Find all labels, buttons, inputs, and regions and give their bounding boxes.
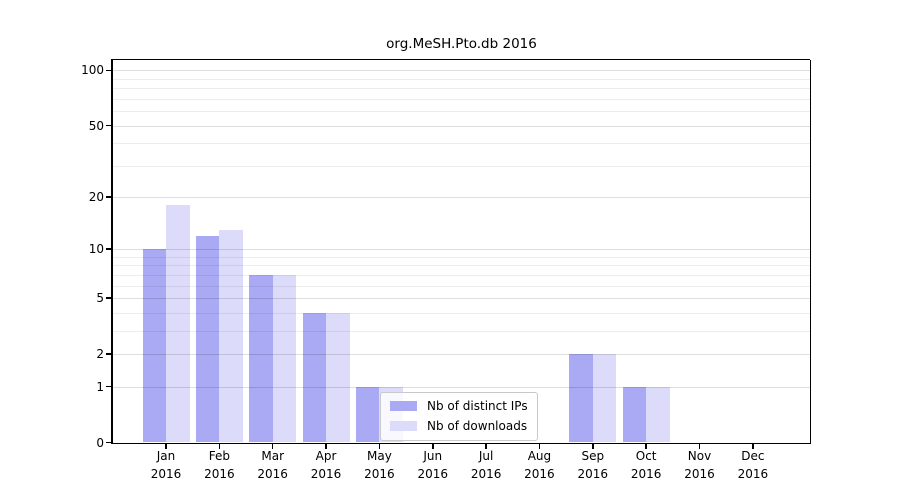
x-tick-label: Feb 2016 [204,449,235,481]
bar-nb-of-downloads-apr [326,312,350,443]
bar-nb-of-distinct-ips-apr [302,312,327,443]
legend-swatch-distinct-ips [390,401,417,411]
gridline-minor [113,312,810,314]
bar-nb-of-downloads-feb [219,229,243,443]
x-tick-label: Jun 2016 [417,449,449,481]
y-tick-label: 0 [96,435,104,450]
x-tick-label: Jul 2016 [470,449,502,481]
legend-item-downloads: Nb of downloads [390,419,528,434]
x-tick-mark [592,444,594,450]
x-tick-mark [325,444,327,450]
y-tick-label: 2 [96,346,104,361]
right-spine [809,59,811,444]
bar-nb-of-distinct-ips-may [355,386,380,443]
gridline-major [113,125,810,127]
y-tick-mark [105,441,112,444]
gridline-minor [113,256,810,258]
x-tick-mark [271,444,274,450]
y-axis-spine [111,59,114,444]
chart-title: org.MeSH.Pto.db 2016 [386,36,537,52]
x-tick-label: May 2016 [364,449,395,481]
legend-swatch-downloads [390,421,417,431]
top-spine [111,59,811,61]
gridline-minor [113,88,810,90]
bar-nb-of-downloads-jan [166,205,190,443]
x-tick-label: Oct 2016 [630,449,662,481]
x-tick-label: Mar 2016 [257,449,288,481]
x-tick-mark [378,444,381,450]
gridline-major [113,249,810,251]
y-tick-mark [105,297,112,299]
legend-label-downloads: Nb of downloads [427,419,528,433]
bar-nb-of-distinct-ips-jan [142,249,166,443]
x-axis-spine [111,442,811,445]
y-tick-label: 5 [96,291,104,306]
y-tick-label: 1 [96,379,104,394]
x-tick-label: Dec 2016 [737,449,769,481]
bar-nb-of-downloads-sep [592,353,617,443]
x-tick-mark [538,444,541,450]
y-tick-mark [105,196,112,198]
gridline-minor [113,143,810,145]
x-tick-mark [645,444,647,450]
y-tick-mark [105,69,112,72]
x-tick-label: Apr 2016 [310,449,342,481]
bar-nb-of-distinct-ips-mar [249,274,273,443]
gridline-minor [113,274,810,276]
bar-nb-of-distinct-ips-sep [569,353,593,443]
gridline-major [113,70,810,72]
gridline-minor [113,78,810,80]
x-tick-label: Aug 2016 [524,449,555,481]
y-tick-label: 10 [88,242,104,257]
x-tick-mark [218,444,221,450]
gridline-minor [113,330,810,332]
gridline-minor [113,165,810,167]
gridline-minor [113,98,810,100]
gridline-major [113,197,810,199]
y-tick-label: 100 [81,63,104,78]
gridline-major [113,386,810,388]
y-tick-mark [105,385,112,388]
gridline-minor [113,265,810,267]
x-tick-mark [698,444,701,450]
y-tick-label: 50 [88,118,104,133]
bar-nb-of-downloads-mar [272,274,297,443]
gridline-minor [113,111,810,113]
y-tick-mark [105,248,112,250]
plot-area [113,60,810,443]
legend-item-distinct-ips: Nb of distinct IPs [390,399,528,414]
bar-nb-of-distinct-ips-oct [622,386,647,443]
bar-nb-of-distinct-ips-feb [195,235,220,443]
x-tick-label: Sep 2016 [577,449,609,481]
x-tick-mark [752,444,754,450]
legend: Nb of distinct IPs Nb of downloads [380,391,538,441]
y-tick-mark [105,124,112,127]
bar-nb-of-downloads-oct [646,386,670,443]
gridline-minor [113,285,810,287]
x-tick-mark [432,444,434,450]
x-tick-label: Jan 2016 [150,449,182,481]
x-tick-mark [165,444,167,450]
gridline-major [113,298,810,300]
y-tick-mark [105,353,112,355]
x-tick-label: Nov 2016 [684,449,715,481]
legend-label-distinct-ips: Nb of distinct IPs [427,399,528,413]
gridline-major [113,353,810,355]
x-tick-mark [485,444,487,450]
y-tick-label: 20 [88,190,104,205]
